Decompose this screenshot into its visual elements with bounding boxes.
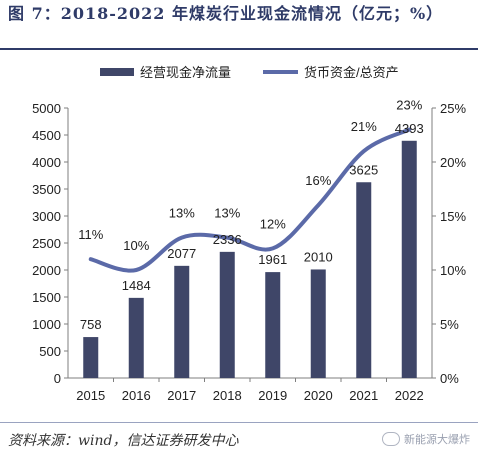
y-left-tick-label: 5000	[32, 101, 61, 116]
line-data-label: 13%	[214, 206, 240, 221]
y-right-tick-label: 15%	[440, 209, 466, 224]
bar-data-label: 758	[80, 317, 102, 332]
ratio-line	[88, 127, 412, 273]
line-data-label: 12%	[260, 216, 286, 231]
y-left-tick-label: 500	[39, 344, 61, 359]
x-tick-label: 2021	[349, 388, 378, 403]
bar	[265, 272, 281, 378]
source-divider	[0, 422, 478, 423]
x-tick-label: 2015	[76, 388, 105, 403]
line-data-label: 13%	[169, 206, 195, 221]
y-left-tick-label: 4000	[32, 155, 61, 170]
chart-legend: 经营现金净流量 货币资金/总资产	[100, 65, 399, 80]
bar-data-label: 2336	[213, 232, 242, 247]
x-tick-label: 2022	[395, 388, 424, 403]
y-left-tick-label: 2500	[32, 236, 61, 251]
y-left-tick-label: 1000	[32, 317, 61, 332]
bar-data-label: 2077	[167, 246, 196, 261]
title-divider	[0, 48, 478, 50]
x-tick-label: 2017	[167, 388, 196, 403]
legend-bar-label: 经营现金净流量	[140, 65, 231, 80]
bar	[128, 297, 144, 378]
watermark-text: 新能源大爆炸	[404, 433, 470, 446]
line-data-label: 11%	[78, 227, 103, 242]
bar	[83, 337, 99, 378]
bar	[310, 269, 326, 378]
y-right-tick-label: 10%	[440, 263, 466, 278]
x-tick-label: 2020	[304, 388, 333, 403]
legend-line-label: 货币资金/总资产	[304, 65, 399, 80]
bar-data-label: 1961	[258, 252, 287, 267]
line-data-label: 23%	[396, 98, 422, 113]
data-labels: 758 1484 2077 2336 1961 2010 3625 4393 11% 10% 13%…	[78, 98, 423, 332]
bar-data-label: 1484	[122, 278, 151, 293]
bar	[356, 182, 372, 378]
y-right-tick-label: 20%	[440, 155, 466, 170]
y-left-tick-label: 3000	[32, 209, 61, 224]
bar	[174, 265, 190, 378]
line-data-label: 10%	[123, 238, 149, 253]
y-right-tick-label: 0%	[440, 371, 459, 386]
y-right-tick-label: 5%	[440, 317, 459, 332]
x-tick-label: 2018	[213, 388, 242, 403]
bar-series	[83, 140, 417, 378]
figure-title: 图 7：2018-2022 年煤炭行业现金流情况（亿元；%）	[8, 4, 444, 23]
bar	[401, 140, 417, 378]
y-left-tick-label: 1500	[32, 290, 61, 305]
line-series	[88, 127, 412, 273]
cash-flow-chart: 经营现金净流量 货币资金/总资产 0 500 1000 1500 2000 2500 3000…	[32, 65, 466, 403]
x-tick-label: 2019	[258, 388, 287, 403]
y-left-tick-label: 2000	[32, 263, 61, 278]
x-tick-label: 2016	[122, 388, 151, 403]
line-data-label: 16%	[305, 173, 331, 188]
legend-bar-swatch	[100, 68, 134, 76]
y-left-tick-label: 0	[54, 371, 61, 386]
line-data-label: 21%	[351, 119, 377, 134]
source-note: 资料来源：wind，信达证券研发中心	[8, 433, 239, 449]
y-left-tick-label: 3500	[32, 182, 61, 197]
bar-data-label: 4393	[395, 121, 424, 136]
chart-axes: 0 500 1000 1500 2000 2500 3000 3500 4000 4500 5000…	[32, 101, 466, 403]
wechat-icon	[382, 432, 400, 446]
bar-data-label: 3625	[349, 162, 378, 177]
y-left-tick-label: 4500	[32, 128, 61, 143]
bar-data-label: 2010	[304, 249, 333, 264]
watermark: 新能源大爆炸	[382, 428, 470, 450]
bar	[219, 251, 235, 378]
y-right-tick-label: 25%	[440, 101, 466, 116]
